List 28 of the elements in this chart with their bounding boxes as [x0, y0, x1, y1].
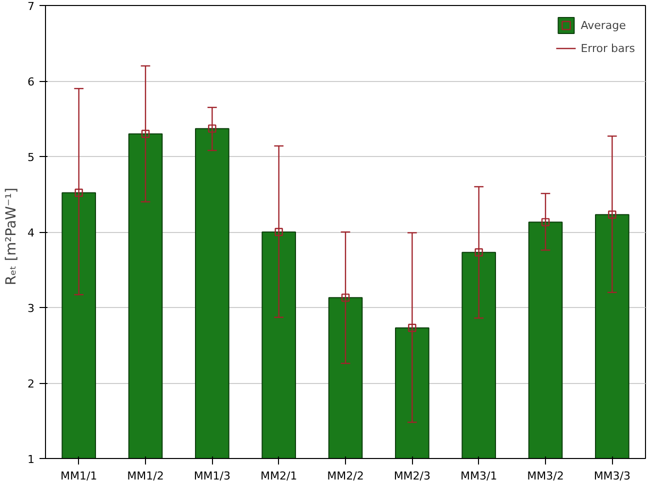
point [541, 218, 550, 226]
x-tick-label: MM2/1 [260, 470, 298, 482]
x-tick-label: MM3/2 [527, 470, 564, 482]
point [474, 248, 483, 256]
y-tick-label: 6 [28, 76, 34, 88]
x-tick-label: MM1/2 [127, 470, 164, 482]
x-tick-label: MM1/3 [194, 470, 231, 482]
point [141, 130, 150, 138]
x-tick-label: MM3/3 [594, 470, 631, 482]
y-tick-label: 2 [28, 378, 34, 390]
annotation: Error bars [580, 42, 635, 54]
point [408, 324, 416, 332]
x-tick-label: MM2/2 [327, 470, 364, 482]
point [274, 228, 283, 236]
y-tick-label: 3 [28, 302, 34, 315]
legend-label: Average [580, 18, 626, 32]
x-tick-label: MM1/1 [60, 470, 98, 482]
y-axis-title: Rₑₜ [m²PaW⁻¹] [4, 188, 20, 286]
point [74, 188, 83, 197]
point [208, 124, 216, 133]
x-tick-label: MM2/3 [394, 470, 431, 482]
y-tick-label: 7 [28, 0, 34, 13]
y-tick-label: 4 [28, 226, 34, 240]
point [341, 294, 350, 302]
y-tick-label: 1 [28, 453, 34, 466]
y-tick-label: 5 [28, 151, 34, 164]
point [608, 210, 616, 219]
x-tick-label: MM3/1 [460, 470, 498, 482]
